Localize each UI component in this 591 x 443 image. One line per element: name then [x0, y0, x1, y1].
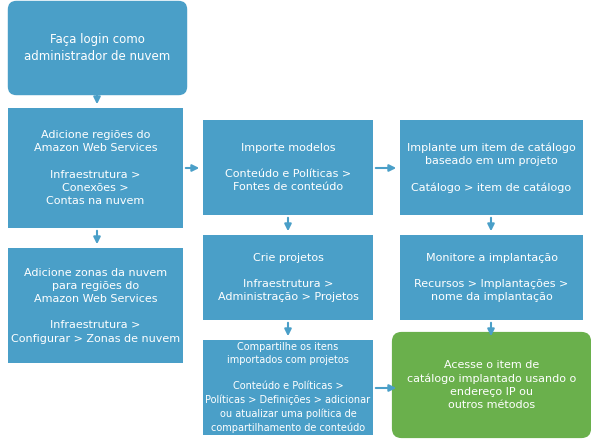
FancyBboxPatch shape	[203, 120, 373, 215]
Text: Monitore a implantação

Recursos > Implantações >
nome da implantação: Monitore a implantação Recursos > Implan…	[414, 253, 569, 302]
Text: Crie projetos

Infraestrutura >
Administração > Projetos: Crie projetos Infraestrutura > Administr…	[217, 253, 358, 302]
Text: Compartilhe os itens
importados com projetos

Conteúdo e Políticas >
Políticas >: Compartilhe os itens importados com proj…	[206, 342, 371, 433]
FancyBboxPatch shape	[203, 340, 373, 435]
FancyBboxPatch shape	[400, 235, 583, 320]
FancyBboxPatch shape	[8, 1, 187, 95]
FancyBboxPatch shape	[203, 235, 373, 320]
Text: Adicione regiões do
Amazon Web Services

Infraestrutura >
Conexões >
Contas na n: Adicione regiões do Amazon Web Services …	[34, 130, 157, 206]
Text: Importe modelos

Conteúdo e Políticas >
Fontes de conteúdo: Importe modelos Conteúdo e Políticas > F…	[225, 143, 351, 192]
Text: Faça login como
administrador de nuvem: Faça login como administrador de nuvem	[24, 33, 171, 63]
FancyBboxPatch shape	[392, 332, 591, 438]
Text: Adicione zonas da nuvem
para regiões do
Amazon Web Services

Infraestrutura >
Co: Adicione zonas da nuvem para regiões do …	[11, 268, 180, 343]
Text: Acesse o item de
catálogo implantado usando o
endereço IP ou
outros métodos: Acesse o item de catálogo implantado usa…	[407, 360, 576, 410]
FancyBboxPatch shape	[8, 108, 183, 228]
FancyBboxPatch shape	[400, 120, 583, 215]
FancyBboxPatch shape	[8, 248, 183, 363]
Text: Implante um item de catálogo
baseado em um projeto

Catálogo > item de catálogo: Implante um item de catálogo baseado em …	[407, 142, 576, 193]
